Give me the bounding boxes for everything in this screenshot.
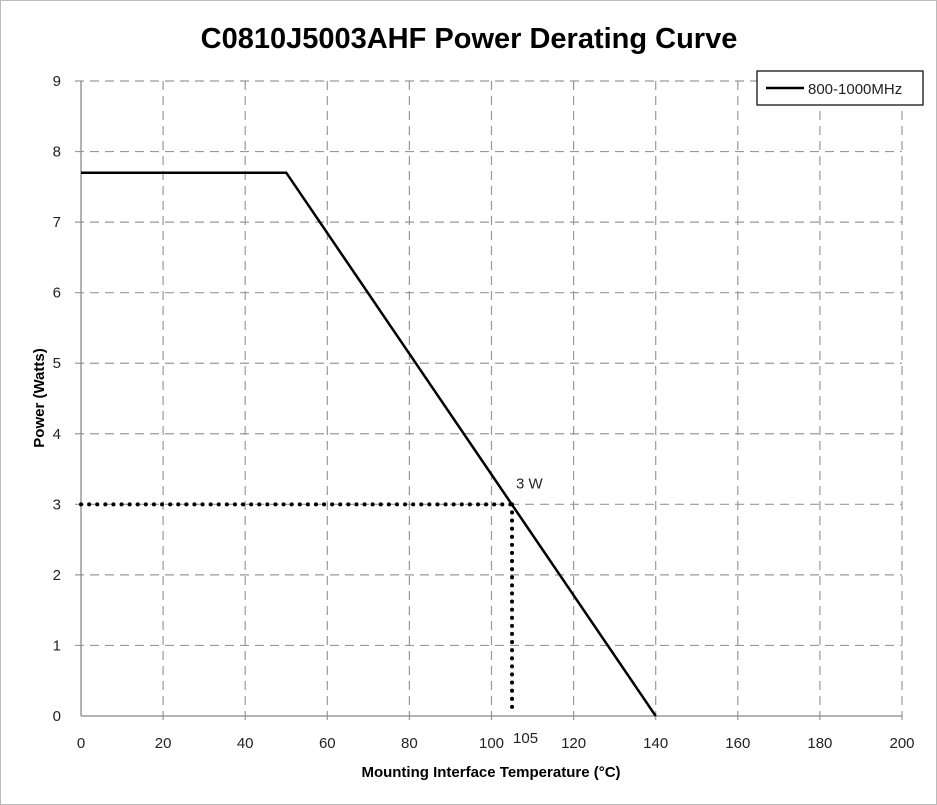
axes — [80, 81, 902, 717]
chart-title: C0810J5003AHF Power Derating Curve — [201, 23, 738, 55]
x-axis-label: Mounting Interface Temperature (°C) — [361, 764, 620, 781]
tick-labels: 0 20 40 60 80 100 120 140 160 180 200 0 1 2 3 4 5 6 7 8 9 — [53, 73, 915, 752]
annotations: 3 W 105 — [513, 475, 544, 747]
y-axis-label: Power (Watts) — [31, 348, 48, 447]
x-tick-label: 40 — [237, 735, 254, 752]
grid — [75, 80, 903, 722]
x-tick-label: 200 — [889, 735, 914, 752]
x-tick-label: 0 — [77, 735, 85, 752]
x-tick-label: 80 — [401, 735, 418, 752]
x-tick-label: 140 — [643, 735, 668, 752]
x-tick-label: 160 — [725, 735, 750, 752]
y-tick-label: 0 — [53, 708, 61, 725]
legend: 800-1000MHz — [756, 70, 924, 106]
y-tick-label: 1 — [53, 637, 61, 654]
y-tick-label: 3 — [53, 496, 61, 513]
y-tick-label: 4 — [53, 426, 61, 443]
x-tick-label: 20 — [155, 735, 172, 752]
series — [80, 171, 657, 717]
y-tick-label: 6 — [53, 285, 61, 302]
legend-label: 800-1000MHz — [808, 81, 902, 98]
x-tick-label: 180 — [807, 735, 832, 752]
x-tick-label: 120 — [561, 735, 586, 752]
y-tick-label: 7 — [53, 214, 61, 231]
y-tick-label: 8 — [53, 144, 61, 161]
y-tick-label: 9 — [53, 73, 61, 90]
reference-lines — [79, 502, 515, 714]
annotation-3w: 3 W — [516, 475, 544, 492]
x-tick-label: 100 — [479, 735, 504, 752]
y-tick-label: 2 — [53, 567, 61, 584]
x-tick-label: 60 — [319, 735, 336, 752]
y-tick-label: 5 — [53, 355, 61, 372]
annotation-105: 105 — [513, 730, 538, 747]
